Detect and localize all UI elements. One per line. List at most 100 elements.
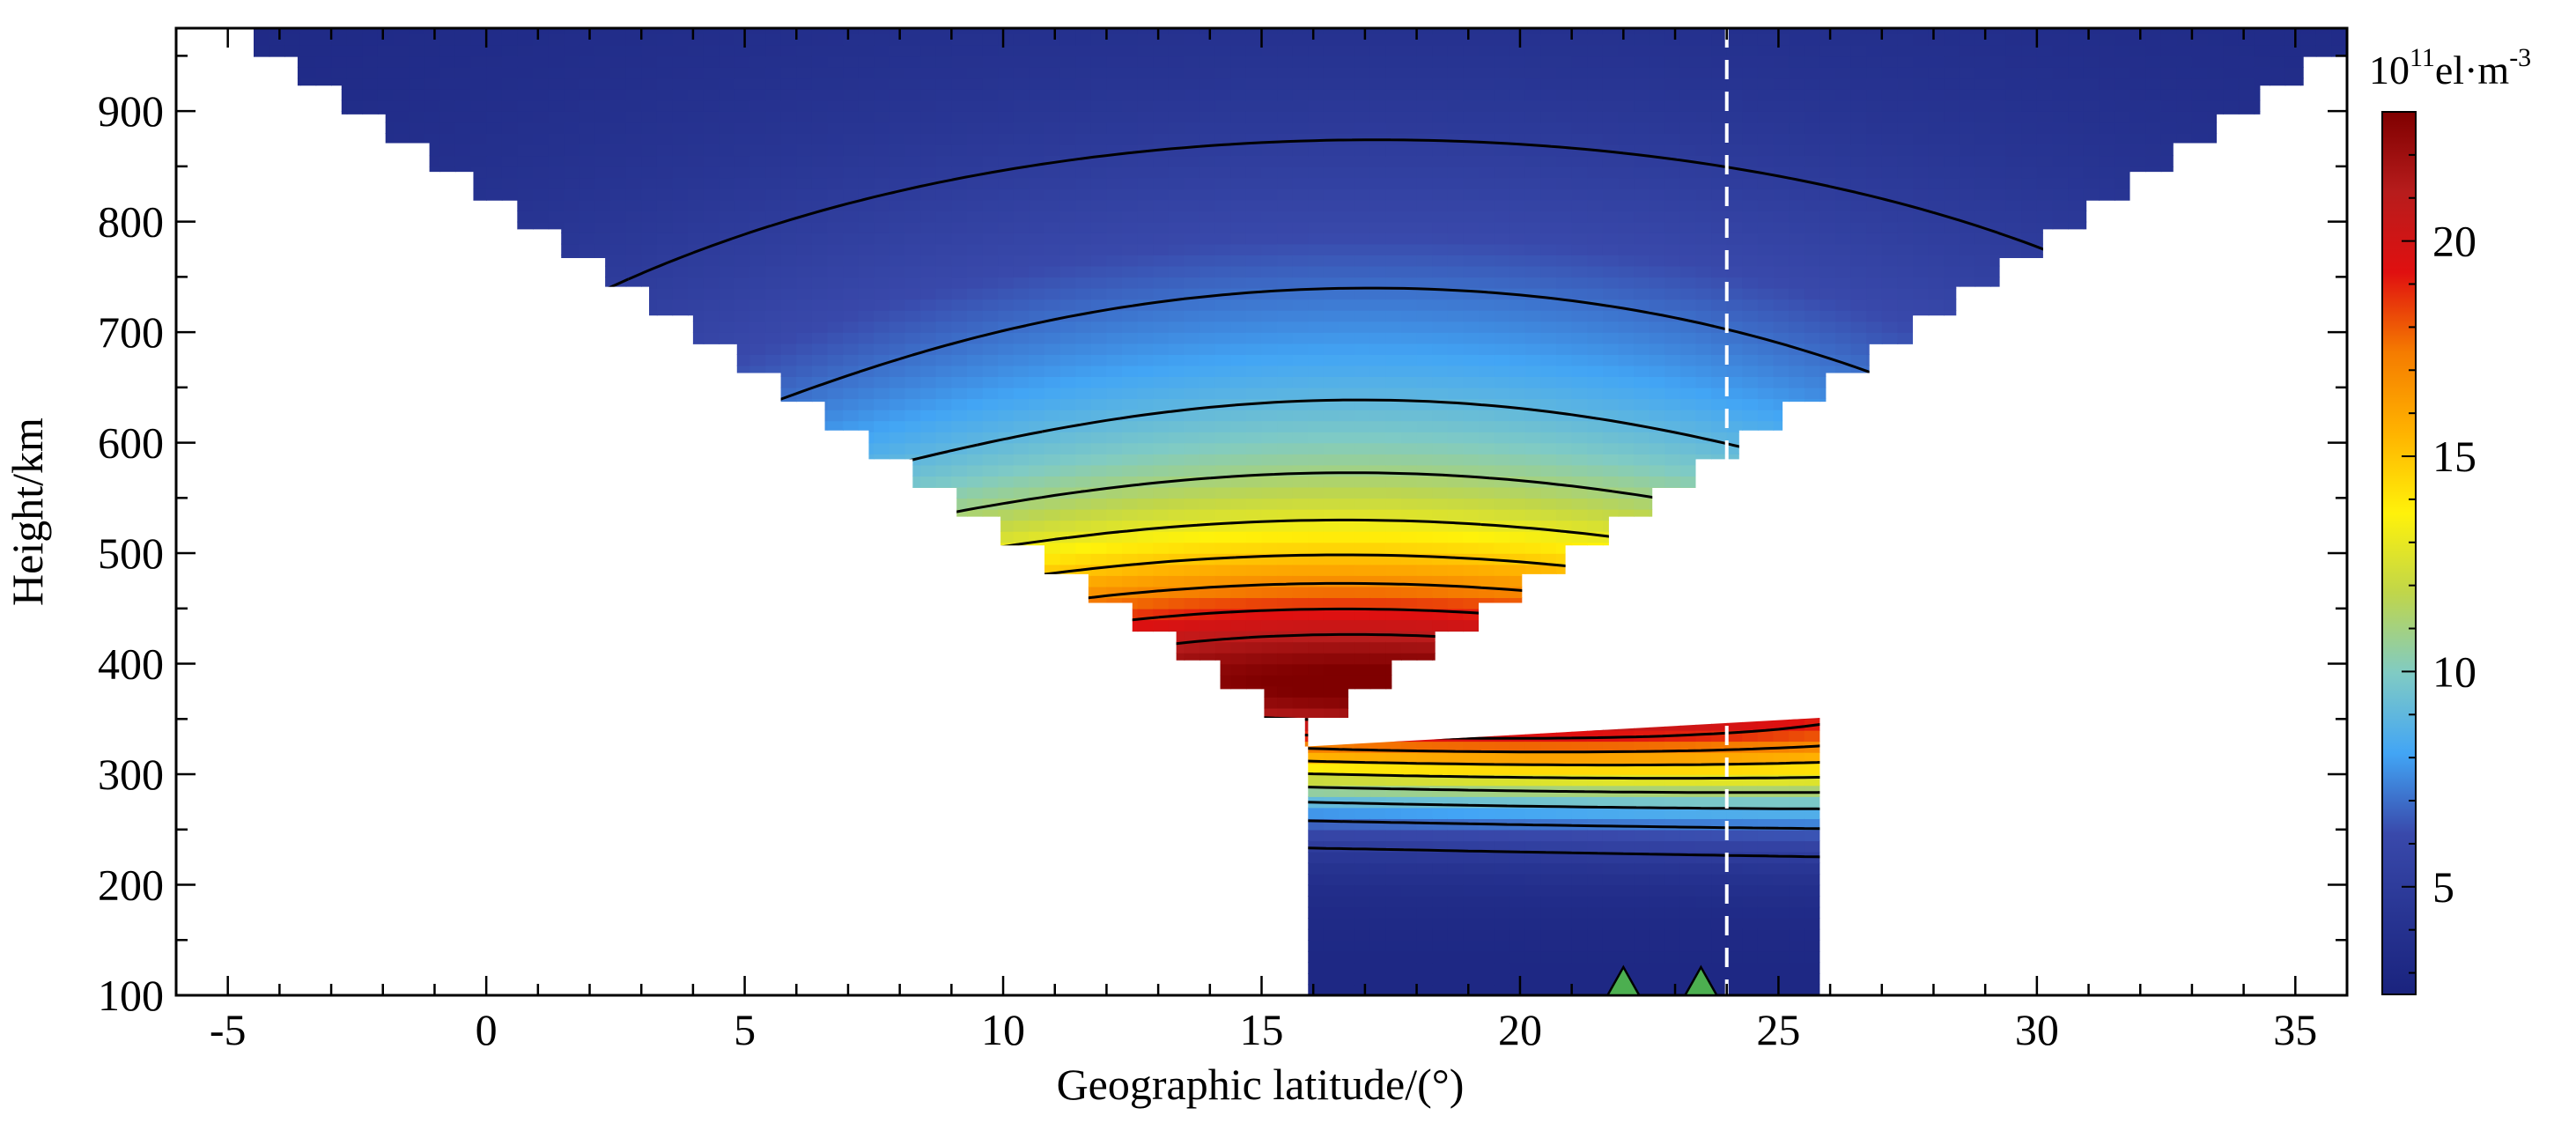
field-cell bbox=[703, 144, 720, 157]
field-cell bbox=[1013, 608, 1030, 621]
field-cell bbox=[610, 255, 627, 267]
field-cell bbox=[625, 155, 642, 167]
field-cell bbox=[688, 774, 705, 787]
field-cell bbox=[765, 653, 782, 665]
field-cell bbox=[269, 630, 285, 643]
field-cell bbox=[641, 332, 658, 344]
field-cell bbox=[192, 200, 208, 211]
field-cell bbox=[998, 950, 1015, 964]
field-cell bbox=[796, 531, 813, 543]
field-cell bbox=[719, 409, 735, 422]
field-cell bbox=[982, 719, 999, 731]
field-cell bbox=[254, 287, 270, 300]
field-cell bbox=[998, 575, 1015, 587]
field-cell bbox=[703, 641, 720, 654]
field-cell bbox=[904, 818, 921, 831]
field-cell bbox=[254, 287, 255, 300]
field-cell bbox=[470, 28, 487, 34]
field-cell bbox=[796, 265, 813, 278]
field-cell bbox=[377, 442, 395, 454]
field-cell bbox=[811, 55, 829, 68]
field-cell bbox=[734, 641, 751, 654]
field-cell bbox=[967, 719, 984, 731]
field-cell bbox=[299, 365, 317, 377]
field-cell bbox=[827, 277, 844, 289]
field-cell bbox=[904, 155, 921, 167]
field-cell bbox=[765, 287, 782, 300]
field-cell bbox=[254, 697, 255, 709]
field-cell bbox=[1029, 464, 1045, 477]
field-cell bbox=[176, 918, 192, 929]
field-cell bbox=[656, 685, 674, 698]
field-cell bbox=[1029, 354, 1045, 366]
field-cell bbox=[780, 906, 798, 919]
field-cell bbox=[409, 564, 425, 576]
field-cell bbox=[501, 199, 519, 211]
field-cell bbox=[719, 387, 735, 400]
field-cell bbox=[749, 763, 766, 775]
field-cell bbox=[254, 685, 255, 698]
field-cell bbox=[765, 498, 782, 510]
field-cell bbox=[998, 785, 1015, 797]
field-cell bbox=[843, 675, 860, 687]
field-cell bbox=[672, 553, 689, 565]
field-cell bbox=[625, 608, 642, 621]
field-cell bbox=[192, 55, 208, 67]
field-cell bbox=[548, 354, 565, 366]
field-cell bbox=[486, 55, 503, 68]
field-cell bbox=[719, 265, 735, 278]
field-cell bbox=[1044, 265, 1061, 278]
field-cell bbox=[1044, 508, 1061, 521]
field-cell bbox=[967, 630, 984, 643]
field-cell bbox=[207, 752, 223, 764]
field-cell bbox=[393, 741, 410, 753]
field-cell bbox=[409, 387, 425, 400]
field-cell bbox=[780, 663, 798, 676]
field-cell bbox=[254, 299, 270, 311]
field-cell bbox=[254, 707, 270, 720]
field-cell bbox=[1013, 653, 1030, 665]
field-cell bbox=[625, 255, 642, 267]
field-cell bbox=[967, 354, 984, 366]
field-cell bbox=[656, 233, 674, 245]
field-cell bbox=[377, 365, 395, 377]
field-cell bbox=[796, 508, 813, 521]
field-cell bbox=[548, 575, 565, 587]
field-cell bbox=[843, 387, 860, 400]
field-cell bbox=[719, 100, 735, 112]
field-cell bbox=[904, 829, 921, 842]
field-cell bbox=[874, 608, 890, 621]
field-cell bbox=[223, 487, 239, 499]
field-cell bbox=[207, 398, 223, 410]
field-cell bbox=[734, 741, 751, 753]
field-cell bbox=[377, 553, 395, 565]
field-cell bbox=[1044, 818, 1061, 831]
field-cell bbox=[1044, 950, 1061, 964]
field-cell bbox=[315, 719, 332, 731]
field-cell bbox=[454, 144, 472, 157]
field-cell bbox=[982, 950, 999, 964]
field-cell bbox=[254, 653, 255, 665]
field-cell bbox=[827, 66, 844, 79]
field-cell bbox=[409, 719, 425, 731]
field-cell bbox=[176, 940, 192, 951]
field-cell bbox=[811, 287, 829, 300]
field-cell bbox=[688, 122, 705, 134]
field-cell bbox=[780, 398, 798, 410]
field-cell bbox=[579, 586, 596, 598]
field-cell bbox=[269, 343, 285, 355]
field-cell bbox=[827, 486, 844, 499]
field-cell bbox=[284, 398, 301, 410]
field-cell bbox=[951, 874, 968, 886]
field-cell bbox=[1013, 575, 1030, 587]
field-cell bbox=[719, 751, 735, 765]
field-cell bbox=[223, 421, 239, 432]
field-cell bbox=[951, 906, 968, 919]
field-cell bbox=[780, 44, 798, 57]
field-cell bbox=[827, 454, 844, 466]
field-cell bbox=[904, 520, 921, 532]
field-cell bbox=[811, 774, 829, 787]
field-cell bbox=[254, 432, 270, 444]
field-cell bbox=[749, 321, 766, 333]
field-cell bbox=[688, 155, 705, 167]
